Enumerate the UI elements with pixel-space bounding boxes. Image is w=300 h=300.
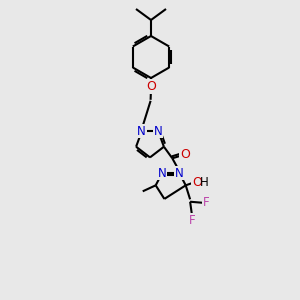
Text: N: N: [154, 125, 163, 138]
Text: O: O: [192, 176, 202, 189]
Text: F: F: [202, 196, 209, 209]
Text: N: N: [137, 125, 146, 138]
Text: O: O: [146, 80, 156, 93]
Text: N: N: [158, 167, 167, 179]
Text: F: F: [189, 214, 195, 226]
Text: O: O: [180, 148, 190, 161]
Text: H: H: [200, 176, 209, 189]
Text: N: N: [175, 167, 184, 179]
